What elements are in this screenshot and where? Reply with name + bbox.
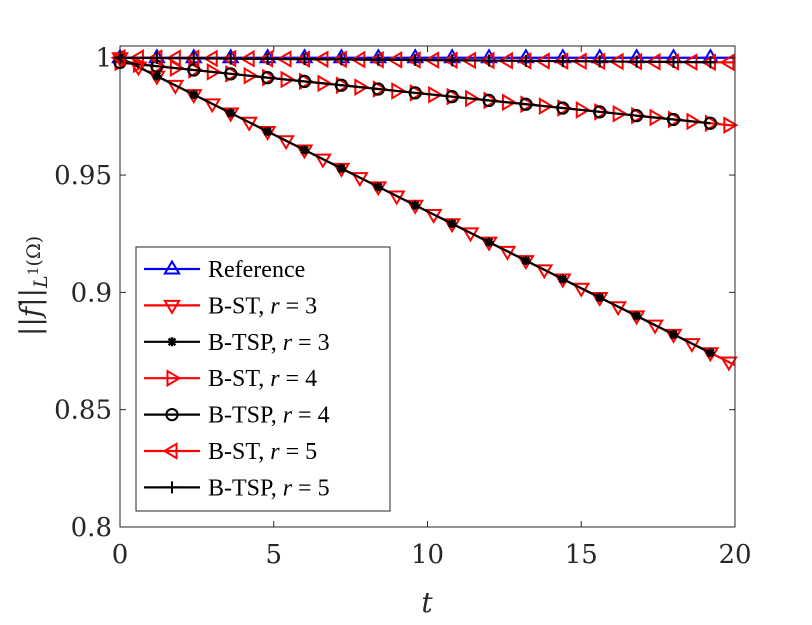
data-point xyxy=(483,54,495,67)
y-axis-label-sup: 1 xyxy=(26,266,42,275)
data-point xyxy=(189,90,199,100)
data-point xyxy=(410,200,420,210)
data-point xyxy=(372,53,385,66)
legend-label: B-TSP, r = 5 xyxy=(208,475,330,501)
x-axis: 0 5 10 15 20 xyxy=(112,46,752,570)
data-point xyxy=(224,67,238,81)
legend-marker xyxy=(162,442,178,460)
data-point xyxy=(336,163,346,173)
data-point xyxy=(558,274,568,284)
legend-item: Reference xyxy=(144,257,305,283)
legend-label: B-TSP, r = 4 xyxy=(208,403,330,429)
series-line xyxy=(119,61,711,125)
data-point xyxy=(484,237,494,247)
x-axis-label: t xyxy=(421,586,433,619)
data-point xyxy=(373,182,383,192)
data-point xyxy=(703,116,718,130)
data-point xyxy=(666,112,681,127)
series-layer xyxy=(110,48,739,372)
data-point xyxy=(446,54,459,67)
legend-marker xyxy=(166,369,182,388)
y-axis-label-norm: ||f|| xyxy=(14,288,47,336)
legend-item: B-ST, r = 5 xyxy=(144,439,317,465)
data-point xyxy=(519,97,533,111)
data-point xyxy=(298,53,311,66)
y-tick-label: 0.85 xyxy=(54,396,112,426)
legend-marker xyxy=(167,337,177,347)
data-point xyxy=(719,356,738,372)
data-point xyxy=(409,53,422,66)
legend-label: B-ST, r = 3 xyxy=(208,293,317,319)
y-axis: 0.8 0.85 0.9 0.95 1 xyxy=(54,44,735,543)
legend-item: B-TSP, r = 3 xyxy=(144,330,330,356)
legend: Reference B-ST, r = 3 B-TSP, r = 3 B-ST, r … xyxy=(135,246,391,512)
data-point xyxy=(595,292,605,302)
y-tick-label: 0.8 xyxy=(71,513,112,543)
y-axis-label: ||f||L1(Ω) xyxy=(14,236,52,336)
data-point xyxy=(152,71,162,81)
data-point xyxy=(629,109,644,123)
data-point xyxy=(632,311,642,321)
legend-marker xyxy=(163,299,181,315)
data-point xyxy=(556,101,570,115)
data-point xyxy=(408,86,422,100)
x-tick-label: 15 xyxy=(565,540,598,570)
data-point xyxy=(719,53,735,72)
legend-label: B-ST, r = 4 xyxy=(208,366,317,392)
y-axis-label-sub: L xyxy=(30,275,52,289)
data-point xyxy=(150,52,163,65)
data-point xyxy=(297,74,312,89)
data-point xyxy=(187,52,200,65)
data-point xyxy=(521,256,531,266)
data-point xyxy=(261,52,274,65)
data-point xyxy=(593,55,606,68)
data-point xyxy=(335,53,348,66)
data-point xyxy=(224,52,237,65)
legend-marker xyxy=(163,259,181,275)
legend-label: B-ST, r = 5 xyxy=(208,439,317,465)
data-point xyxy=(630,55,643,68)
x-tick-label: 5 xyxy=(265,540,282,570)
data-point xyxy=(300,145,309,155)
legend-marker xyxy=(166,481,178,494)
data-point xyxy=(723,116,739,135)
data-point xyxy=(705,348,715,358)
data-point xyxy=(667,55,680,68)
y-axis-label-domain: (Ω) xyxy=(23,236,45,267)
y-tick-label: 0.95 xyxy=(54,161,112,191)
data-point xyxy=(593,105,607,119)
data-point xyxy=(669,329,678,339)
y-tick-label: 0.9 xyxy=(71,278,112,308)
x-tick-label: 0 xyxy=(112,540,129,570)
series-5 xyxy=(113,55,718,130)
data-point xyxy=(114,53,130,72)
data-point xyxy=(260,71,275,85)
data-point xyxy=(226,108,236,118)
data-point xyxy=(447,219,457,229)
x-tick-label: 20 xyxy=(718,540,751,570)
data-point xyxy=(371,82,385,96)
legend-item: B-ST, r = 4 xyxy=(144,366,317,392)
legend-marker xyxy=(165,407,179,422)
svg-text:||f||L1(Ω): ||f||L1(Ω) xyxy=(14,236,52,336)
data-point xyxy=(556,55,569,68)
data-point xyxy=(482,93,496,108)
data-point xyxy=(187,63,201,77)
series-3 xyxy=(115,53,715,358)
legend-label: B-TSP, r = 3 xyxy=(208,330,330,356)
x-tick-label: 10 xyxy=(411,540,444,570)
legend-item: B-TSP, r = 5 xyxy=(144,475,330,501)
data-point xyxy=(519,54,532,67)
legend-item: B-ST, r = 3 xyxy=(144,293,317,319)
data-point xyxy=(445,90,459,104)
legend-item: B-TSP, r = 4 xyxy=(144,403,330,429)
data-point xyxy=(704,56,717,69)
y-tick-label: 1 xyxy=(95,44,112,74)
legend-label: Reference xyxy=(208,257,305,283)
data-point xyxy=(334,78,349,92)
data-point xyxy=(263,127,273,137)
